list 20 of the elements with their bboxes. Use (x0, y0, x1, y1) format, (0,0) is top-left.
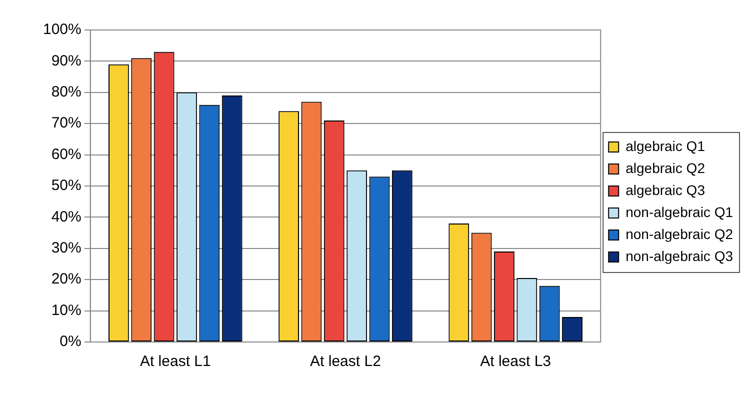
legend-label: algebraic Q3 (626, 182, 706, 198)
y-tick-label: 100% (42, 21, 82, 38)
x-tick-label: At least L1 (140, 353, 211, 370)
y-tick-label: 60% (51, 146, 82, 163)
y-tick-label: 20% (51, 270, 82, 288)
legend-label: non-algebraic Q1 (626, 204, 734, 220)
y-tick-label: 80% (51, 84, 82, 101)
legend-label: algebraic Q2 (626, 160, 706, 176)
legend-label: non-algebraic Q2 (626, 226, 734, 242)
y-tick-label: 40% (51, 208, 82, 226)
y-tick-label: 50% (51, 177, 82, 194)
x-tick-label: At least L2 (310, 353, 381, 370)
y-tick-label: 30% (51, 240, 82, 257)
legend-label: algebraic Q1 (626, 138, 706, 154)
y-tick-label: 10% (51, 302, 82, 319)
x-tick-label: At least L3 (480, 353, 552, 370)
legend-label: non-algebraic Q3 (626, 248, 734, 264)
y-tick-label: 70% (51, 114, 82, 132)
y-tick-label: 90% (51, 52, 82, 70)
y-tick-label: 0% (60, 333, 82, 350)
